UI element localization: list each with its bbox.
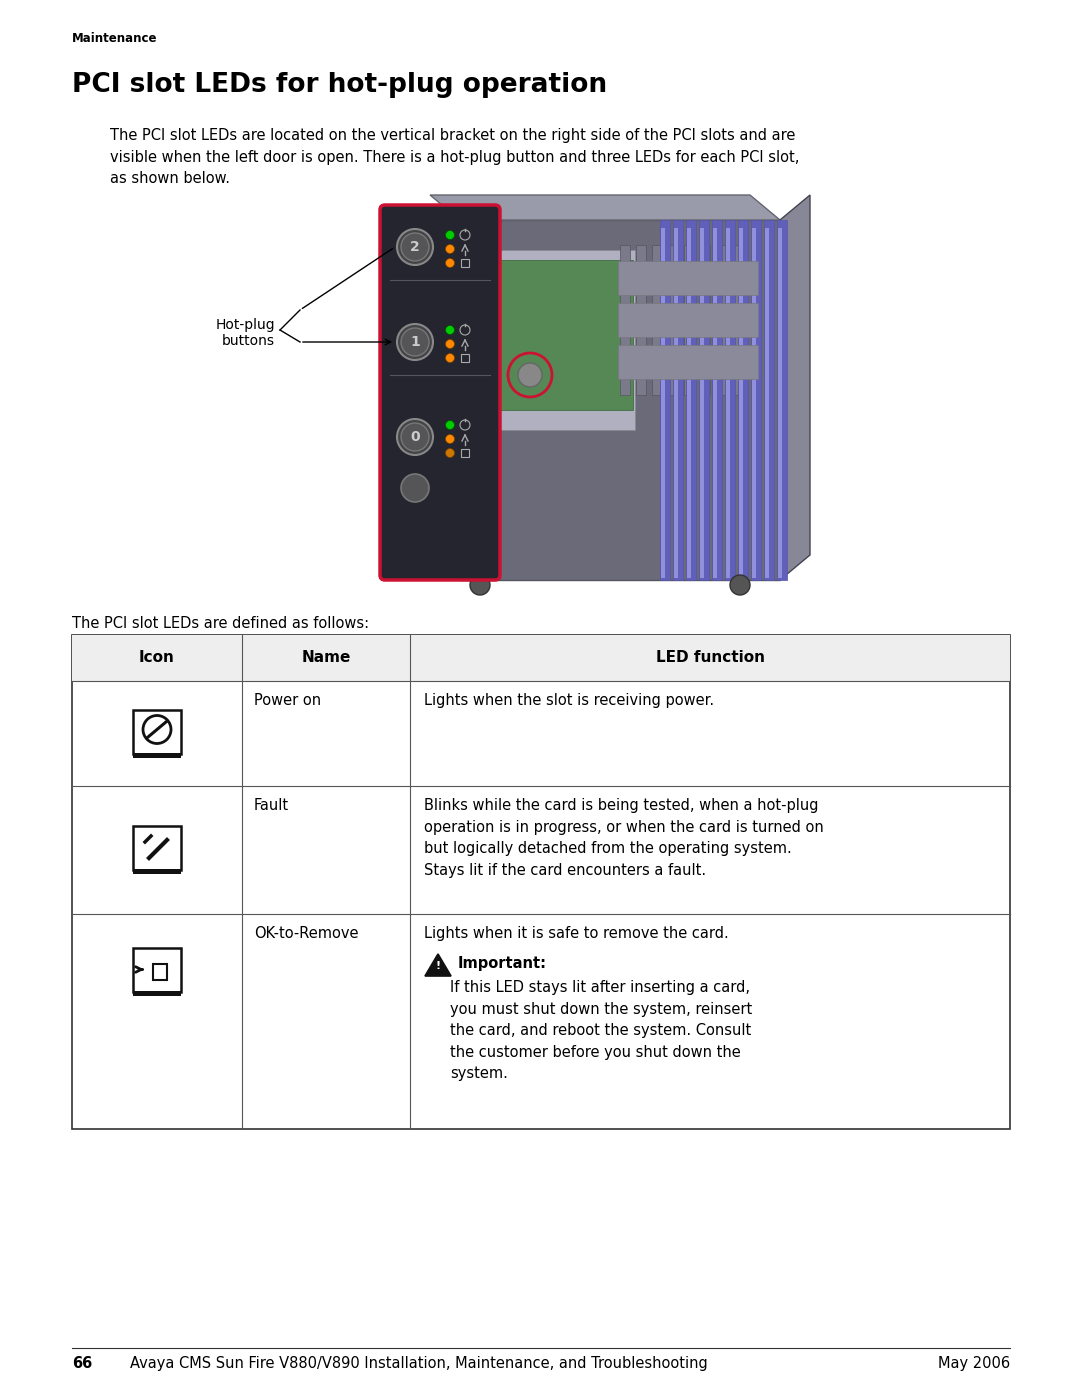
Bar bbox=[732, 244, 742, 395]
Circle shape bbox=[470, 576, 490, 595]
Circle shape bbox=[446, 326, 455, 334]
Text: Important:: Important: bbox=[458, 956, 546, 971]
Bar bbox=[765, 228, 769, 578]
Polygon shape bbox=[764, 219, 774, 580]
Polygon shape bbox=[699, 219, 708, 580]
Bar bbox=[72, 636, 1010, 1129]
Text: If this LED stays lit after inserting a card,
you must shut down the system, rei: If this LED stays lit after inserting a … bbox=[450, 981, 753, 1081]
Circle shape bbox=[401, 233, 429, 261]
Polygon shape bbox=[712, 219, 723, 580]
Circle shape bbox=[446, 258, 455, 267]
Bar bbox=[636, 244, 646, 395]
Text: Blinks while the card is being tested, when a hot-plug
operation is in progress,: Blinks while the card is being tested, w… bbox=[424, 798, 824, 877]
Bar bbox=[669, 244, 678, 395]
Bar bbox=[726, 228, 730, 578]
Text: LED function: LED function bbox=[656, 651, 765, 665]
Bar bbox=[461, 258, 469, 267]
Text: Name: Name bbox=[301, 651, 351, 665]
Bar bbox=[72, 636, 1010, 1129]
Polygon shape bbox=[780, 196, 810, 580]
Circle shape bbox=[446, 420, 455, 429]
Circle shape bbox=[518, 363, 542, 387]
Bar bbox=[133, 947, 181, 992]
Bar bbox=[461, 448, 469, 457]
Text: May 2006: May 2006 bbox=[937, 1356, 1010, 1370]
Bar bbox=[460, 219, 780, 580]
Text: 1: 1 bbox=[410, 335, 420, 349]
Text: The PCI slot LEDs are defined as follows:: The PCI slot LEDs are defined as follows… bbox=[72, 616, 369, 631]
Circle shape bbox=[401, 423, 429, 451]
Polygon shape bbox=[673, 219, 683, 580]
Bar bbox=[739, 228, 743, 578]
Text: 66: 66 bbox=[72, 1356, 92, 1370]
Bar bbox=[618, 303, 758, 337]
Bar bbox=[752, 228, 756, 578]
Circle shape bbox=[446, 244, 455, 253]
Bar bbox=[475, 250, 635, 430]
Text: The PCI slot LEDs are located on the vertical bracket on the right side of the P: The PCI slot LEDs are located on the ver… bbox=[110, 129, 799, 186]
Circle shape bbox=[446, 339, 455, 348]
Circle shape bbox=[397, 324, 433, 360]
Circle shape bbox=[401, 474, 429, 502]
Bar bbox=[687, 228, 691, 578]
Polygon shape bbox=[660, 219, 670, 580]
Text: Hot-plug
buttons: Hot-plug buttons bbox=[215, 319, 275, 348]
Text: Lights when it is safe to remove the card.: Lights when it is safe to remove the car… bbox=[424, 926, 729, 942]
Circle shape bbox=[446, 231, 455, 239]
Bar bbox=[72, 636, 1010, 680]
Text: Lights when the slot is receiving power.: Lights when the slot is receiving power. bbox=[424, 693, 714, 708]
Text: Fault: Fault bbox=[254, 798, 289, 813]
Polygon shape bbox=[751, 219, 761, 580]
Circle shape bbox=[730, 576, 750, 595]
Circle shape bbox=[401, 328, 429, 356]
Bar bbox=[461, 353, 469, 362]
Bar bbox=[661, 228, 665, 578]
Circle shape bbox=[446, 434, 455, 443]
Text: Maintenance: Maintenance bbox=[72, 32, 158, 45]
Bar bbox=[618, 261, 758, 295]
Text: 0: 0 bbox=[410, 430, 420, 444]
Bar bbox=[700, 244, 710, 395]
Polygon shape bbox=[426, 954, 451, 977]
Bar bbox=[478, 260, 633, 409]
Text: Power on: Power on bbox=[254, 693, 321, 708]
Bar bbox=[133, 710, 181, 753]
Polygon shape bbox=[725, 219, 735, 580]
Polygon shape bbox=[686, 219, 696, 580]
Bar bbox=[684, 244, 694, 395]
Circle shape bbox=[446, 448, 455, 457]
Circle shape bbox=[397, 419, 433, 455]
FancyBboxPatch shape bbox=[380, 205, 500, 580]
Text: PCI slot LEDs for hot-plug operation: PCI slot LEDs for hot-plug operation bbox=[72, 73, 607, 98]
Circle shape bbox=[397, 229, 433, 265]
Bar bbox=[716, 244, 726, 395]
Bar bbox=[133, 990, 181, 996]
Text: 2: 2 bbox=[410, 240, 420, 254]
Bar bbox=[133, 826, 181, 870]
Text: Icon: Icon bbox=[139, 651, 175, 665]
Polygon shape bbox=[430, 196, 780, 219]
Bar bbox=[153, 964, 167, 979]
Bar bbox=[133, 753, 181, 757]
Circle shape bbox=[143, 715, 171, 743]
Circle shape bbox=[446, 353, 455, 362]
Bar bbox=[618, 345, 758, 379]
Text: !: ! bbox=[435, 961, 441, 971]
Polygon shape bbox=[777, 219, 787, 580]
Bar bbox=[674, 228, 678, 578]
Text: OK-to-Remove: OK-to-Remove bbox=[254, 926, 359, 942]
Bar bbox=[652, 244, 662, 395]
Bar bbox=[713, 228, 717, 578]
Text: Avaya CMS Sun Fire V880/V890 Installation, Maintenance, and Troubleshooting: Avaya CMS Sun Fire V880/V890 Installatio… bbox=[130, 1356, 707, 1370]
Polygon shape bbox=[738, 219, 748, 580]
Bar bbox=[700, 228, 704, 578]
Bar bbox=[133, 869, 181, 875]
Bar bbox=[620, 244, 630, 395]
Bar bbox=[778, 228, 782, 578]
